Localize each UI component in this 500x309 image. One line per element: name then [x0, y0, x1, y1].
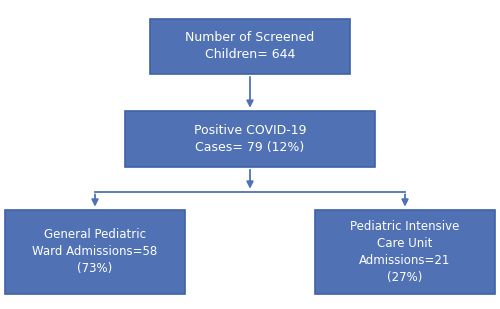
- Text: General Pediatric
Ward Admissions=58
(73%): General Pediatric Ward Admissions=58 (73…: [32, 228, 158, 275]
- FancyBboxPatch shape: [315, 210, 495, 294]
- FancyBboxPatch shape: [150, 19, 350, 74]
- Text: Number of Screened
Children= 644: Number of Screened Children= 644: [186, 31, 314, 61]
- Text: Pediatric Intensive
Care Unit
Admissions=21
(27%): Pediatric Intensive Care Unit Admissions…: [350, 220, 460, 284]
- FancyBboxPatch shape: [125, 111, 375, 167]
- Text: Positive COVID-19
Cases= 79 (12%): Positive COVID-19 Cases= 79 (12%): [194, 124, 306, 154]
- FancyBboxPatch shape: [5, 210, 185, 294]
